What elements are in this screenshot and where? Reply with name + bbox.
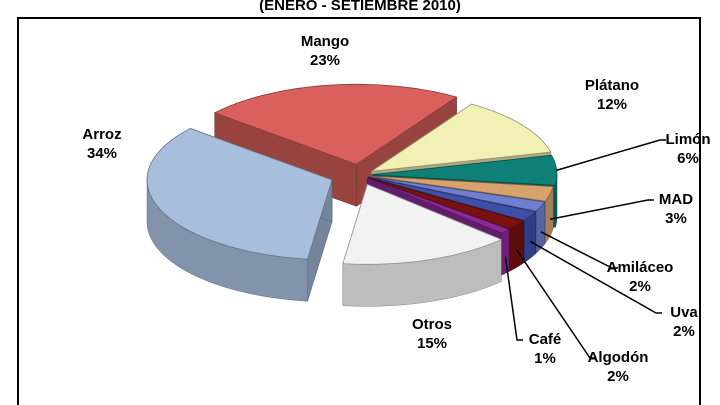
slice-value-label: 2% — [629, 278, 651, 295]
slice-label: Limón — [666, 131, 711, 148]
slice — [213, 83, 458, 165]
pie — [146, 83, 558, 307]
leader-line — [549, 199, 654, 220]
leader-line — [556, 139, 666, 171]
slice-side — [509, 220, 524, 272]
slice — [367, 177, 525, 230]
slice-label: Otros — [412, 316, 452, 333]
slice — [342, 183, 503, 265]
chart-title: (ENERO - SETIEMBRE 2010) — [259, 0, 461, 14]
slice-label: Mango — [301, 33, 349, 50]
slice — [371, 154, 558, 186]
slice — [371, 103, 552, 172]
leader-line — [529, 240, 662, 314]
slice-label: Uva — [670, 304, 698, 321]
slice-label: Plátano — [585, 77, 639, 94]
slice-value-label: 34% — [87, 145, 117, 162]
slice — [369, 176, 546, 212]
slice — [368, 176, 537, 221]
slice-value-label: 2% — [673, 323, 695, 340]
slice-value-label: 12% — [597, 96, 627, 113]
slice-side — [501, 229, 510, 276]
slice-label: Arroz — [82, 126, 121, 143]
leader-line — [540, 231, 618, 269]
slice-value-label: 2% — [607, 368, 629, 385]
slice-label: Café — [529, 331, 562, 348]
slice — [369, 175, 554, 202]
slice-label: MAD — [659, 191, 693, 208]
slice-value-label: 3% — [665, 210, 687, 227]
slice-value-label: 6% — [677, 150, 699, 167]
slice-value-label: 23% — [310, 52, 340, 69]
slice-value-label: 15% — [417, 335, 447, 352]
slice-label: Amiláceo — [607, 259, 674, 276]
slice — [146, 128, 333, 260]
leader-line — [516, 249, 596, 359]
leader-line — [504, 256, 523, 341]
slice-value-label: 1% — [534, 350, 556, 367]
slice — [367, 177, 511, 234]
slice-label: Algodón — [588, 349, 649, 366]
